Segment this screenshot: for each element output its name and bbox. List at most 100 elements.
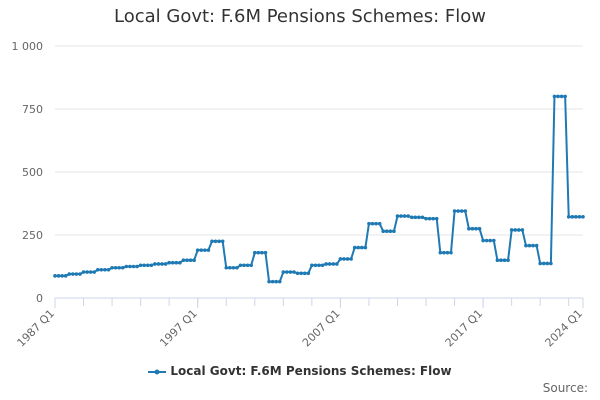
data-point: [299, 271, 303, 276]
data-point: [402, 214, 407, 218]
data-point: [213, 239, 218, 244]
data-point: [53, 274, 57, 278]
data-point: [267, 279, 271, 284]
data-point: [285, 270, 289, 274]
data-point: [467, 226, 471, 231]
data-point: [431, 216, 435, 221]
data-point: [470, 226, 475, 231]
data-point: [228, 265, 232, 270]
data-point: [392, 229, 396, 234]
data-point: [145, 263, 150, 268]
data-point: [381, 229, 386, 234]
legend-symbol-icon: [148, 369, 167, 374]
data-point: [149, 263, 154, 268]
data-point: [395, 214, 400, 218]
legend[interactable]: Local Govt: F.6M Pensions Schemes: Flow: [0, 364, 600, 378]
data-point: [527, 243, 532, 248]
data-point: [492, 238, 496, 243]
data-point: [374, 221, 378, 226]
data-point: [488, 238, 493, 243]
data-point: [185, 258, 189, 263]
data-point: [302, 271, 307, 276]
data-point: [574, 215, 578, 219]
data-point: [106, 267, 111, 272]
data-point: [120, 265, 125, 270]
data-point: [181, 258, 186, 263]
x-tick-label-3: 2017 Q1: [443, 307, 486, 350]
data-point: [424, 216, 428, 221]
data-point: [249, 263, 254, 268]
data-point: [541, 261, 546, 266]
data-point: [324, 262, 328, 266]
data-point: [413, 215, 418, 220]
data-point: [363, 245, 368, 250]
data-point: [370, 221, 375, 226]
data-point: [242, 263, 246, 268]
data-point: [99, 267, 104, 272]
data-point: [538, 261, 542, 266]
data-point: [117, 265, 122, 270]
data-point: [203, 248, 207, 252]
data-point: [513, 228, 518, 232]
data-point: [270, 279, 275, 284]
data-point: [549, 261, 553, 266]
data-point: [331, 262, 336, 266]
data-point: [320, 263, 325, 268]
data-point: [531, 243, 535, 248]
data-point: [456, 209, 460, 213]
data-point: [103, 267, 107, 272]
data-point: [563, 94, 567, 99]
data-point: [556, 94, 560, 99]
data-point: [474, 226, 478, 231]
data-point: [156, 262, 161, 266]
y-tick-label-1: 250: [22, 229, 43, 242]
data-point: [138, 263, 143, 268]
data-point: [135, 264, 139, 269]
data-point: [167, 260, 171, 265]
data-point: [509, 228, 514, 232]
data-point: [160, 262, 164, 266]
data-point: [71, 272, 75, 276]
data-point: [92, 270, 97, 274]
grid-layer: [55, 45, 583, 236]
data-point: [420, 215, 425, 220]
data-point: [559, 94, 564, 99]
data-point: [484, 238, 489, 243]
data-point: [399, 214, 403, 218]
data-point: [506, 258, 510, 263]
data-point: [452, 209, 457, 213]
data-point: [124, 264, 129, 269]
data-point: [417, 215, 421, 220]
data-point: [499, 258, 503, 263]
data-point: [288, 270, 293, 274]
data-point: [427, 216, 432, 221]
data-point: [67, 272, 72, 276]
data-point: [78, 272, 82, 276]
data-point: [163, 262, 168, 266]
data-point: [459, 209, 464, 213]
data-point: [406, 214, 410, 218]
y-tick-label-0: 0: [36, 292, 43, 305]
data-point: [338, 257, 343, 261]
data-point: [224, 265, 229, 270]
data-point: [252, 250, 257, 255]
data-point: [206, 248, 211, 252]
data-point: [516, 228, 521, 232]
data-point: [260, 250, 264, 255]
data-point: [360, 245, 364, 250]
data-point: [210, 239, 214, 244]
data-point: [442, 250, 446, 255]
data-point: [63, 274, 68, 278]
data-point: [85, 270, 89, 274]
data-point: [310, 263, 314, 268]
data-point: [192, 258, 196, 263]
data-point: [481, 238, 485, 243]
data-point: [384, 229, 389, 234]
x-tick-label-2: 2007 Q1: [300, 307, 343, 350]
data-point: [217, 239, 221, 244]
data-point: [463, 209, 468, 213]
data-point: [170, 260, 175, 265]
data-point: [178, 260, 182, 265]
data-point: [356, 245, 361, 250]
x-tick-label-1: 1997 Q1: [157, 307, 200, 350]
